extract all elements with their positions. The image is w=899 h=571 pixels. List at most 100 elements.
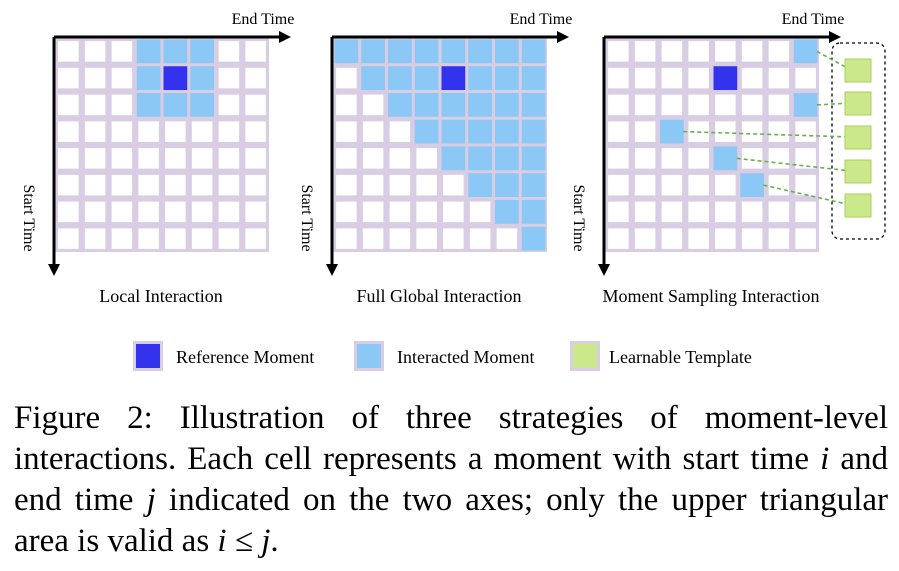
grid-cell: [688, 67, 709, 89]
grid-cell: [362, 174, 384, 196]
grid-cell: [608, 121, 629, 142]
grid-cell: [58, 201, 79, 223]
grid-cell: [165, 148, 186, 169]
interacted-moment-cell: [441, 119, 466, 144]
interacted-moment-cell: [521, 66, 546, 90]
grid-cell: [634, 228, 656, 249]
grid-cell: [84, 148, 106, 169]
grid-cell: [634, 174, 656, 196]
grid-cell: [634, 67, 656, 89]
interacted-moment-cell: [521, 39, 546, 64]
grid-cell: [634, 201, 656, 223]
grid-cell: [336, 148, 357, 169]
interacted-moment-cell: [521, 173, 546, 197]
grid-cell: [191, 201, 213, 223]
grid-cell: [245, 201, 266, 223]
grid-cell: [245, 148, 266, 169]
grid-cell: [362, 228, 384, 249]
learnable-template-cell: [844, 58, 872, 83]
legend-label: Interacted Moment: [397, 347, 534, 367]
x-axis-label: End Time: [782, 11, 845, 28]
grid-cell: [58, 121, 79, 142]
panel-local-interaction: End Time Start Time Local Interaction: [20, 11, 294, 306]
grid-cell: [389, 121, 411, 142]
grid-cell: [416, 228, 437, 249]
interacted-moment-cell: [388, 66, 412, 90]
interacted-moment-cell: [495, 200, 519, 224]
grid-cell: [608, 67, 629, 89]
grid-cell: [218, 148, 240, 169]
interacted-moment-cell: [495, 93, 519, 117]
figure-label: Figure 2:: [14, 400, 153, 436]
panel-caption: Moment Sampling Interaction: [603, 286, 820, 306]
grid-cell: [111, 174, 133, 196]
panel-full-global-interaction: End Time Start Time Full Global Interactio…: [298, 11, 572, 306]
grid-cell: [245, 228, 266, 249]
interacted-moment-cell: [441, 39, 466, 64]
grid-cell: [715, 228, 736, 249]
grid-cell: [688, 41, 709, 62]
x-axis-arrow: [279, 31, 291, 43]
grid-cell: [218, 174, 240, 196]
interacted-moment-cell: [521, 93, 546, 117]
grid-cell: [336, 94, 357, 116]
grid-cell: [84, 201, 106, 223]
grid-cell: [795, 121, 816, 142]
grid-cell: [58, 41, 79, 62]
interacted-moment-cell: [414, 66, 439, 90]
interacted-moment-cell: [521, 119, 546, 144]
grid-cell: [245, 121, 266, 142]
grid-cell: [111, 41, 133, 62]
template-bank-box: [831, 42, 886, 240]
interacted-moment-cell: [468, 66, 492, 90]
grid-cell: [138, 174, 159, 196]
caption-var-j: j: [146, 482, 156, 518]
grid-cell: [634, 94, 656, 116]
x-axis-label: End Time: [510, 11, 573, 28]
interacted-moment-cell: [793, 93, 818, 117]
interacted-moment-cell: [163, 93, 188, 117]
interacted-moment-cell: [190, 39, 214, 64]
grid-cell: [634, 121, 656, 142]
grid-cell: [768, 201, 790, 223]
grid-cell: [245, 41, 266, 62]
grid-cell: [795, 174, 816, 196]
interacted-moment-cell: [414, 93, 439, 117]
grid-cell: [741, 201, 763, 223]
grid-cell: [715, 201, 736, 223]
grid-cell: [688, 174, 709, 196]
grid-cell: [111, 121, 133, 142]
grid-cell: [768, 121, 790, 142]
grid-cell: [661, 148, 683, 169]
grid-cell: [362, 148, 384, 169]
grid-cell: [191, 121, 213, 142]
interacted-moment-cell: [388, 93, 412, 117]
reference-moment-cell: [441, 66, 466, 90]
interacted-moment-cell: [334, 39, 359, 64]
grid-cell: [795, 228, 816, 249]
caption-math-expr: i ≤ j: [217, 523, 271, 559]
grid-cell: [608, 148, 629, 169]
grid-cell: [768, 41, 790, 62]
interacted-moment-cell: [521, 200, 546, 224]
interacted-moment-cell: [388, 39, 412, 64]
grid-cell: [741, 67, 763, 89]
grid-cell: [165, 201, 186, 223]
grid-cell: [389, 228, 411, 249]
grid-cell: [138, 201, 159, 223]
learnable-template-cell: [844, 125, 872, 150]
y-axis-label: Start Time: [570, 184, 587, 251]
legend: Reference Moment Interacted Moment Learnab…: [133, 341, 752, 371]
grid-cell: [416, 174, 437, 196]
grid-cell: [661, 67, 683, 89]
grid-cell: [138, 121, 159, 142]
grid-cell: [58, 94, 79, 116]
interacted-moment-cell: [793, 39, 818, 64]
learnable-template-swatch: [573, 344, 597, 368]
caption-text-1: Illustration of three strategies of mome…: [14, 400, 888, 477]
grid-cell: [768, 148, 790, 169]
learnable-template-cell: [844, 159, 872, 184]
grid-cell: [84, 67, 106, 89]
grid-cell: [245, 174, 266, 196]
learnable-template-cell: [844, 193, 872, 218]
